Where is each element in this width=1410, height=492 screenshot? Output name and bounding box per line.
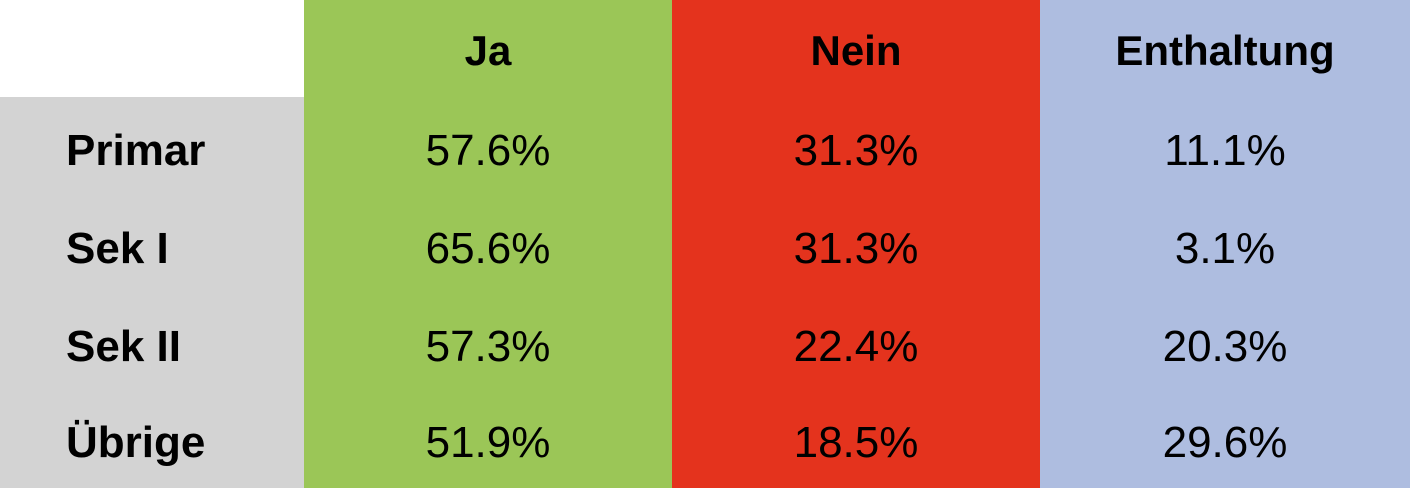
value-cell-sek-i-enthaltung: 3.1% [1174,224,1276,273]
column-background-ja [304,0,672,488]
row-label-primar: Primar [66,126,206,175]
row-label-sek-ii: Sek II [66,322,181,371]
value-cell-sek-i-nein: 31.3% [793,224,919,273]
value-cell-uebrige-nein: 18.5% [793,418,919,467]
value-cell-primar-enthaltung: 11.1% [1164,126,1286,175]
value-cell-sek-ii-enthaltung: 20.3% [1162,322,1288,371]
column-background-enthaltung [1040,0,1410,488]
value-cell-primar-ja: 57.6% [425,126,551,175]
value-cell-sek-ii-ja: 57.3% [425,322,551,371]
column-header-enthaltung: Enthaltung [1115,27,1335,74]
column-background-nein [672,0,1040,488]
row-label-sek-i: Sek I [66,224,169,273]
value-cell-sek-ii-nein: 22.4% [793,322,919,371]
row-label-uebrige: Übrige [66,418,206,467]
column-header-ja: Ja [464,27,512,74]
column-header-nein: Nein [810,27,902,74]
row-label-background [0,97,304,488]
value-cell-uebrige-enthaltung: 29.6% [1162,418,1288,467]
value-cell-uebrige-ja: 51.9% [425,418,551,467]
value-cell-sek-i-ja: 65.6% [425,224,551,273]
value-cell-primar-nein: 31.3% [793,126,919,175]
